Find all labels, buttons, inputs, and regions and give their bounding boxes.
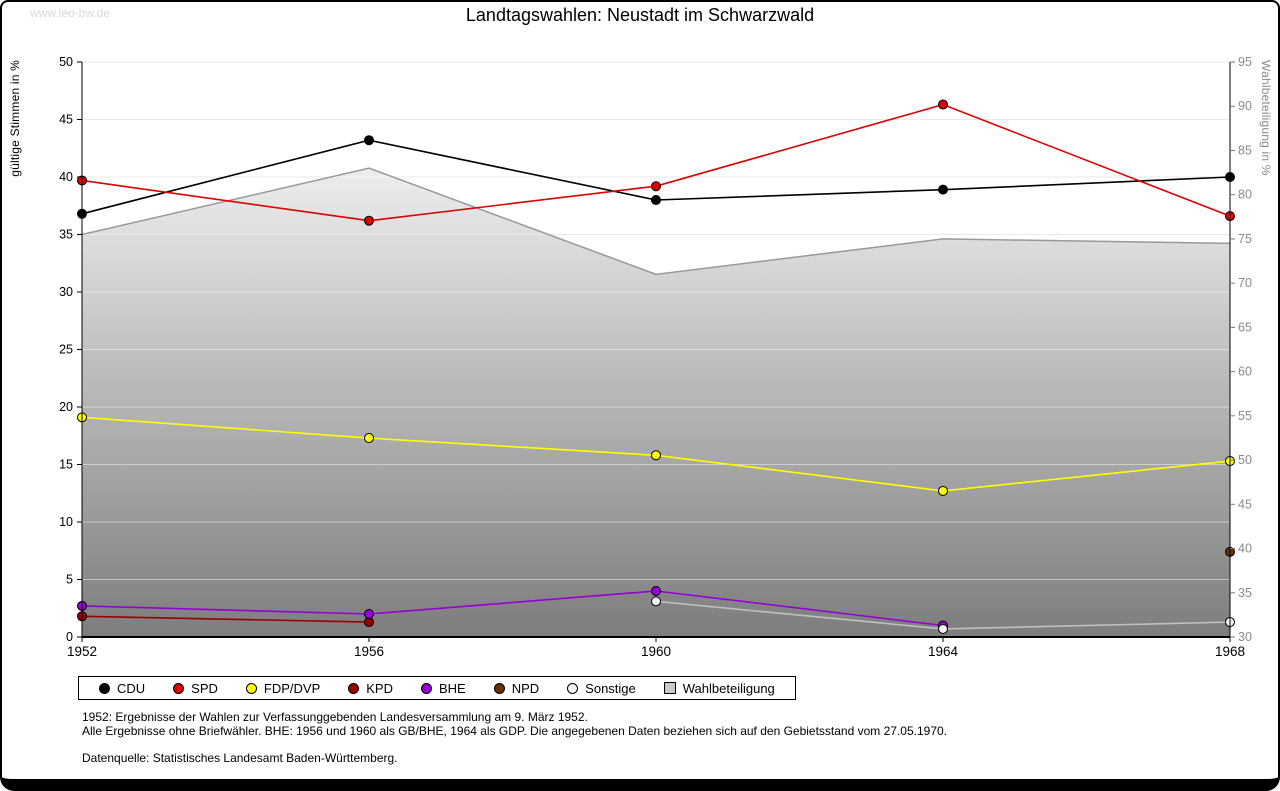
left-tick-label: 40	[59, 170, 73, 184]
watermark: www.leo-bw.de	[30, 6, 111, 20]
series-line-wahlbeteiligung	[81, 167, 1231, 276]
legend-item-wahlbeteiligung: Wahlbeteiligung	[650, 681, 789, 696]
area-wahlbeteiligung	[82, 168, 1230, 637]
legend-label: KPD	[366, 680, 393, 696]
legend-item-sonstige: Sonstige	[553, 681, 650, 696]
left-tick-label: 20	[59, 400, 73, 414]
x-tick-label: 1968	[1215, 644, 1245, 659]
legend-label: FDP/DVP	[263, 680, 321, 696]
legend-item-bhe: BHE	[407, 681, 480, 696]
legend-item-npd: NPD	[480, 681, 553, 696]
series-marker-bhe-1960	[651, 586, 661, 596]
left-tick-label: 50	[59, 55, 73, 69]
legend-label: NPD	[511, 680, 540, 696]
series-marker-cdu-1960	[651, 195, 661, 205]
footnote-source: Datenquelle: Statistisches Landesamt Bad…	[82, 751, 398, 765]
legend-label: Sonstige	[585, 680, 636, 696]
right-tick-label: 90	[1238, 99, 1252, 113]
series-marker-fdp-dvp-1956	[364, 433, 374, 444]
series-marker-spd-1956	[364, 215, 374, 226]
right-tick-label: 60	[1238, 365, 1252, 379]
left-tick-label: 5	[66, 573, 73, 587]
series-marker-cdu-1964	[938, 184, 948, 195]
legend-item-kpd: KPD	[334, 681, 407, 696]
legend-item-cdu: CDU	[85, 681, 159, 696]
series-marker-spd-1964	[938, 99, 948, 110]
legend-marker-cdu	[99, 682, 110, 694]
legend-marker-sonstige	[567, 682, 579, 694]
right-tick-label: 95	[1238, 55, 1252, 69]
right-tick-label: 45	[1238, 497, 1252, 511]
chart-title: Landtagswahlen: Neustadt im Schwarzwald	[465, 5, 815, 25]
series-marker-sonstige-1960	[651, 596, 661, 607]
right-tick-label: 70	[1238, 276, 1252, 290]
legend-marker-fdp-dvp	[245, 682, 257, 694]
series-marker-cdu-1956	[364, 135, 374, 146]
footnote-line: 1952: Ergebnisse der Wahlen zur Verfassu…	[82, 710, 588, 724]
legend-marker-wahlbeteiligung	[663, 682, 676, 694]
series-marker-spd-1960	[651, 181, 661, 192]
right-tick-label: 30	[1238, 630, 1252, 644]
legend-label: SPD	[191, 680, 218, 696]
right-tick-label: 40	[1238, 542, 1252, 556]
series-marker-sonstige-1964	[938, 623, 948, 634]
left-tick-label: 0	[66, 630, 73, 644]
x-tick-label: 1956	[354, 644, 384, 659]
x-tick-label: 1960	[641, 644, 671, 659]
right-tick-label: 75	[1238, 232, 1252, 246]
legend-marker-kpd	[348, 682, 360, 694]
footnote-line: Alle Ergebnisse ohne Briefwähler. BHE: 1…	[82, 724, 948, 738]
right-tick-label: 80	[1238, 188, 1252, 202]
legend-item-fdp-dvp: FDP/DVP	[232, 681, 334, 696]
right-tick-label: 35	[1238, 586, 1252, 600]
legend-item-spd: SPD	[159, 681, 232, 696]
legend-marker-bhe	[420, 682, 432, 694]
right-tick-label: 50	[1238, 453, 1252, 467]
left-tick-label: 45	[59, 113, 73, 127]
series-line-kpd	[81, 615, 370, 623]
legend-marker-spd	[173, 682, 185, 694]
chart-canvas: 0 5 10 15 20 25 30 35 40 45 50 30 35 40 45 50 55 60 65 70 75…	[59, 55, 1252, 659]
x-tick-label: 1952	[67, 644, 97, 659]
left-tick-label: 35	[59, 228, 73, 242]
series-marker-fdp-dvp-1964	[938, 485, 948, 496]
left-tick-label: 10	[59, 515, 73, 529]
right-tick-label: 55	[1238, 409, 1252, 423]
left-tick-label: 15	[59, 458, 73, 472]
footnotes: 1952: Ergebnisse der Wahlen zur Verfassu…	[82, 710, 947, 765]
left-tick-label: 30	[59, 285, 73, 299]
series-marker-bhe-1956	[364, 609, 374, 619]
right-tick-label: 65	[1238, 320, 1252, 334]
legend-marker-npd	[493, 682, 505, 694]
series-marker-fdp-dvp-1960	[651, 450, 661, 461]
legend-label: BHE	[438, 680, 466, 696]
series-line-bhe	[81, 590, 944, 627]
legend-label: CDU	[117, 680, 146, 696]
left-tick-label: 25	[59, 343, 73, 357]
legend-label: Wahlbeteiligung	[682, 680, 775, 696]
x-tick-label: 1964	[928, 644, 959, 659]
right-axis-label: Wahlbeteiligung in %	[1259, 60, 1273, 176]
right-tick-label: 85	[1238, 143, 1252, 157]
legend: CDU SPD FDP/DVP KPD BHE NPD Sonstige Wahlbeteil…	[78, 676, 796, 700]
